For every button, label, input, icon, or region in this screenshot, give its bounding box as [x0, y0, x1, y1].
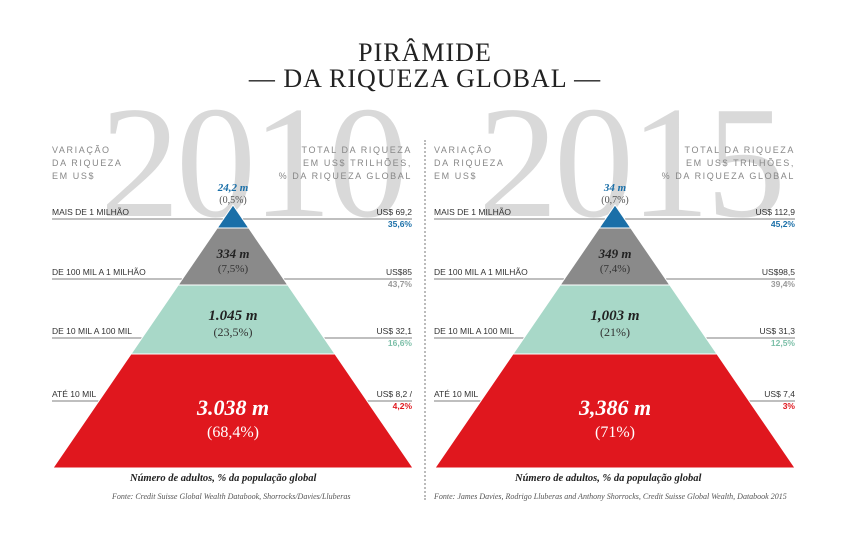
header-line: % DA RIQUEZA GLOBAL: [661, 171, 795, 181]
level-label: DE 10 MIL A 100 MIL: [52, 326, 133, 336]
adults-count: 3,386 m: [578, 395, 651, 420]
header-line: EM US$ TRILHÕES,: [303, 158, 412, 168]
wealth-value: US$85: [386, 267, 412, 277]
adults-percent: (7,5%): [218, 263, 249, 275]
adults-percent: (68,4%): [207, 424, 259, 441]
pyramid-segment: [434, 353, 796, 469]
adults-percent: (0,5%): [219, 195, 247, 206]
header-line: DA RIQUEZA: [52, 158, 123, 168]
year-2010-watermark: 2010: [100, 73, 408, 251]
level-label: MAIS DE 1 MILHÃO: [434, 207, 511, 217]
wealth-value: US$ 31,3: [759, 326, 795, 336]
adults-count: 3.038 m: [196, 395, 269, 420]
wealth-value: US$98,5: [761, 267, 795, 277]
level-label: ATÉ 10 MIL: [434, 389, 479, 399]
source-note: Fonte: James Davies, Rodrigo Lluberas an…: [434, 492, 787, 501]
pyramid-segment: [52, 353, 414, 469]
adults-count: 34 m: [603, 182, 627, 194]
level-label: ATÉ 10 MIL: [52, 389, 97, 399]
title-line-1: PIRÂMIDE: [358, 38, 492, 67]
header-line: EM US$: [52, 171, 96, 181]
wealth-percent: 39,4%: [770, 279, 795, 289]
header-line: VARIAÇÃO: [52, 145, 111, 155]
header-line: EM US$: [434, 171, 478, 181]
title-line-2: — DA RIQUEZA GLOBAL —: [248, 64, 602, 93]
adults-count: 1.045 m: [208, 308, 257, 324]
header-line: TOTAL DA RIQUEZA: [301, 145, 412, 155]
adults-count: 24,2 m: [217, 182, 249, 194]
adults-count: 1,003 m: [590, 308, 639, 324]
level-label: MAIS DE 1 MILHÃO: [52, 207, 129, 217]
wealth-percent: 43,7%: [387, 279, 412, 289]
header-line: % DA RIQUEZA GLOBAL: [278, 171, 412, 181]
footer-caption: Número de adultos, % da população global: [515, 473, 702, 484]
wealth-value: US$ 8,2 /: [376, 389, 412, 399]
adults-percent: (71%): [595, 424, 635, 441]
wealth-percent: 16,6%: [387, 338, 412, 348]
adults-percent: (21%): [600, 325, 630, 339]
wealth-value: US$ 112,9: [755, 207, 795, 217]
year-2015-watermark: 2015: [478, 73, 786, 251]
panel-divider: [424, 140, 426, 500]
adults-count: 349 m: [598, 246, 632, 261]
wealth-percent: 3%: [782, 401, 795, 411]
level-label: DE 100 MIL A 1 MILHÃO: [52, 267, 146, 277]
left-header-total: TOTAL DA RIQUEZA EM US$ TRILHÕES, % DA R…: [262, 144, 412, 183]
header-line: TOTAL DA RIQUEZA: [684, 145, 795, 155]
wealth-value: US$ 69,2: [376, 207, 412, 217]
wealth-percent: 12,5%: [770, 338, 795, 348]
wealth-percent: 45,2%: [770, 219, 795, 229]
adults-count: 334 m: [216, 246, 250, 261]
level-label: DE 100 MIL A 1 MILHÃO: [434, 267, 528, 277]
header-line: EM US$ TRILHÕES,: [686, 158, 795, 168]
adults-percent: (23,5%): [214, 325, 253, 339]
adults-percent: (0,7%): [601, 195, 629, 206]
footer-caption: Número de adultos, % da população global: [130, 473, 317, 484]
wealth-value: US$ 7,4: [764, 389, 795, 399]
adults-percent: (7,4%): [600, 263, 631, 275]
level-label: DE 10 MIL A 100 MIL: [434, 326, 515, 336]
wealth-percent: 4,2%: [392, 401, 412, 411]
pyramid-segment: [598, 204, 632, 229]
source-note: Fonte: Credit Suisse Global Wealth Datab…: [112, 492, 351, 501]
pyramid-segment: [216, 204, 250, 229]
left-header-variation: VARIAÇÃO DA RIQUEZA EM US$: [52, 144, 123, 183]
header-line: VARIAÇÃO: [434, 145, 493, 155]
wealth-percent: 35,6%: [387, 219, 412, 229]
right-header-total: TOTAL DA RIQUEZA EM US$ TRILHÕES, % DA R…: [645, 144, 795, 183]
right-header-variation: VARIAÇÃO DA RIQUEZA EM US$: [434, 144, 505, 183]
header-line: DA RIQUEZA: [434, 158, 505, 168]
wealth-value: US$ 32,1: [376, 326, 412, 336]
